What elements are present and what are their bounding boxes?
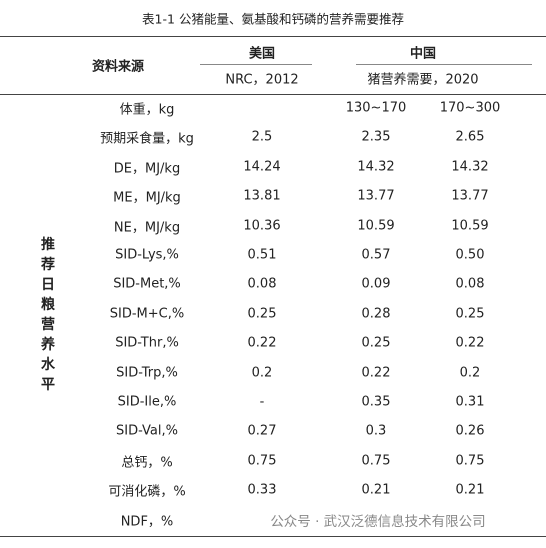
group-name: 中国 (409, 46, 437, 62)
cell: 0.25 (455, 306, 485, 322)
cell: 0.25 (247, 306, 277, 322)
row-label: NE，MJ/kg (113, 220, 181, 236)
cell: 13.77 (357, 188, 395, 204)
cell: 0.21 (361, 482, 391, 498)
row-label: 可消化磷，% (108, 484, 186, 500)
cell: 10.59 (357, 218, 395, 234)
cell: 0.22 (361, 365, 391, 381)
row-label: ME，MJ/kg (113, 190, 181, 206)
row-label: 体重，kg (119, 102, 175, 118)
row-label: SID-M+C,% (109, 306, 185, 322)
row-label: SID-Thr,% (115, 335, 179, 351)
group-sub: NRC，2012 (225, 72, 299, 88)
row-label: 预期采食量，kg (100, 131, 194, 147)
cell: 14.32 (451, 159, 489, 175)
cell: 0.75 (361, 453, 391, 469)
cell: 0.50 (455, 247, 485, 263)
cell: - (259, 394, 265, 410)
cell: 2.35 (361, 129, 391, 145)
cell: 0.21 (455, 482, 485, 498)
rule (0, 536, 546, 537)
rule (0, 36, 546, 37)
group-sub: 猪营养需要，2020 (367, 72, 479, 88)
row-label: SID-Met,% (113, 276, 181, 292)
cell: 2.5 (251, 129, 273, 145)
cell: 0.2 (251, 365, 273, 381)
row-label: 总钙，% (121, 455, 173, 471)
cell: 10.59 (451, 218, 489, 234)
cell: 2.65 (455, 129, 485, 145)
row-label: SID-Trp,% (116, 365, 178, 381)
row-label: DE，MJ/kg (113, 161, 181, 177)
cell: 170~300 (439, 100, 501, 116)
cell: 0.27 (247, 423, 277, 439)
cell: 0.33 (247, 482, 277, 498)
cell: 13.77 (451, 188, 489, 204)
title: 表1-1 公猪能量、氨基酸和钙磷的营养需要推荐 (142, 11, 404, 27)
cell: 0.22 (247, 335, 277, 351)
cell: 0.22 (455, 335, 485, 351)
watermark: 公众号 · 武汉泛德信息技术有限公司 (270, 514, 486, 530)
row-label: SID-Ile,% (117, 394, 177, 410)
cell: 10.36 (243, 218, 281, 234)
cell: 0.08 (455, 276, 485, 292)
row-label: SID-Val,% (116, 423, 178, 439)
cell: 14.32 (357, 159, 395, 175)
cell: 0.2 (459, 365, 481, 381)
cell: 0.51 (247, 247, 277, 263)
cell: 0.25 (361, 335, 391, 351)
cell: 0.09 (361, 276, 391, 292)
group-name: 美国 (248, 46, 276, 62)
rule (0, 94, 546, 95)
cell: 0.75 (247, 453, 277, 469)
cell: 0.28 (361, 306, 391, 322)
rule (356, 64, 532, 65)
source-label: 资料来源 (91, 59, 145, 75)
cell: 13.81 (243, 188, 281, 204)
cell: 0.57 (361, 247, 391, 263)
cell: 0.26 (455, 423, 485, 439)
rule (200, 64, 312, 65)
cell: 0.3 (365, 423, 387, 439)
cell: 0.08 (247, 276, 277, 292)
cell: 14.24 (243, 159, 281, 175)
cell: 130~170 (345, 100, 407, 116)
row-label: SID-Lys,% (115, 247, 179, 263)
cell: 0.35 (361, 394, 391, 410)
row-label: NDF，% (120, 514, 174, 530)
side-label: 推荐日粮营养水平 (41, 237, 55, 393)
cell: 0.31 (455, 394, 485, 410)
cell: 0.75 (455, 453, 485, 469)
